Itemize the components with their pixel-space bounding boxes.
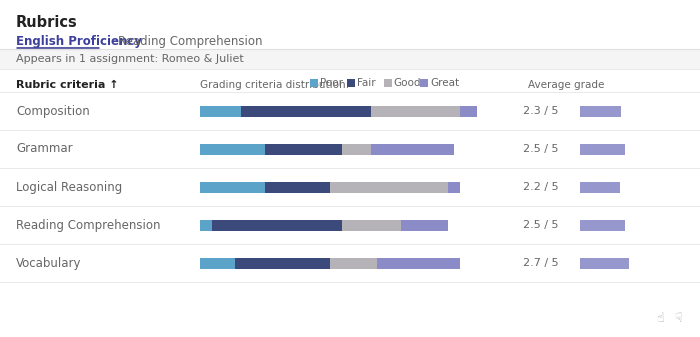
FancyBboxPatch shape <box>371 105 460 117</box>
Text: 2.3 / 5: 2.3 / 5 <box>523 106 559 116</box>
FancyBboxPatch shape <box>265 144 342 154</box>
FancyBboxPatch shape <box>342 219 400 231</box>
FancyBboxPatch shape <box>580 105 622 117</box>
Text: Appears in 1 assignment: Romeo & Juliet: Appears in 1 assignment: Romeo & Juliet <box>16 54 244 64</box>
Text: Reading Comprehension: Reading Comprehension <box>16 218 160 232</box>
Text: Grading criteria distribution:: Grading criteria distribution: <box>200 80 349 90</box>
Text: Rubrics: Rubrics <box>16 15 78 30</box>
FancyBboxPatch shape <box>200 144 265 154</box>
FancyBboxPatch shape <box>235 257 330 269</box>
FancyBboxPatch shape <box>580 257 629 269</box>
FancyBboxPatch shape <box>200 257 235 269</box>
Text: Reading Comprehension: Reading Comprehension <box>118 35 262 48</box>
FancyBboxPatch shape <box>0 49 700 69</box>
FancyBboxPatch shape <box>200 105 242 117</box>
Text: 2.7 / 5: 2.7 / 5 <box>523 258 559 268</box>
FancyBboxPatch shape <box>377 257 460 269</box>
Text: ☝: ☝ <box>656 312 664 325</box>
Text: Great: Great <box>430 78 459 88</box>
FancyBboxPatch shape <box>371 144 454 154</box>
Text: English Proficiency: English Proficiency <box>16 35 142 48</box>
FancyBboxPatch shape <box>421 79 428 87</box>
Text: Logical Reasoning: Logical Reasoning <box>16 181 122 193</box>
FancyBboxPatch shape <box>342 144 371 154</box>
Text: Rubric criteria ↑: Rubric criteria ↑ <box>16 80 118 90</box>
FancyBboxPatch shape <box>400 219 448 231</box>
Text: 2.5 / 5: 2.5 / 5 <box>523 220 559 230</box>
Text: Fair: Fair <box>357 78 375 88</box>
FancyBboxPatch shape <box>200 219 212 231</box>
FancyBboxPatch shape <box>310 79 318 87</box>
FancyBboxPatch shape <box>580 182 620 192</box>
Text: Poor: Poor <box>320 78 343 88</box>
Text: Good: Good <box>393 78 421 88</box>
FancyBboxPatch shape <box>241 105 371 117</box>
FancyBboxPatch shape <box>346 79 355 87</box>
Text: Composition: Composition <box>16 104 90 118</box>
FancyBboxPatch shape <box>330 182 448 192</box>
FancyBboxPatch shape <box>384 79 391 87</box>
FancyBboxPatch shape <box>580 219 625 231</box>
FancyBboxPatch shape <box>265 182 330 192</box>
FancyBboxPatch shape <box>448 182 460 192</box>
FancyBboxPatch shape <box>580 144 625 154</box>
Text: Average grade: Average grade <box>528 80 604 90</box>
Text: ☟: ☟ <box>674 312 682 325</box>
FancyBboxPatch shape <box>330 257 377 269</box>
Text: Vocabulary: Vocabulary <box>16 256 81 270</box>
Text: 2.2 / 5: 2.2 / 5 <box>523 182 559 192</box>
Text: Grammar: Grammar <box>16 143 73 155</box>
FancyBboxPatch shape <box>460 105 477 117</box>
FancyBboxPatch shape <box>212 219 342 231</box>
FancyBboxPatch shape <box>200 182 265 192</box>
Text: 2.5 / 5: 2.5 / 5 <box>523 144 559 154</box>
